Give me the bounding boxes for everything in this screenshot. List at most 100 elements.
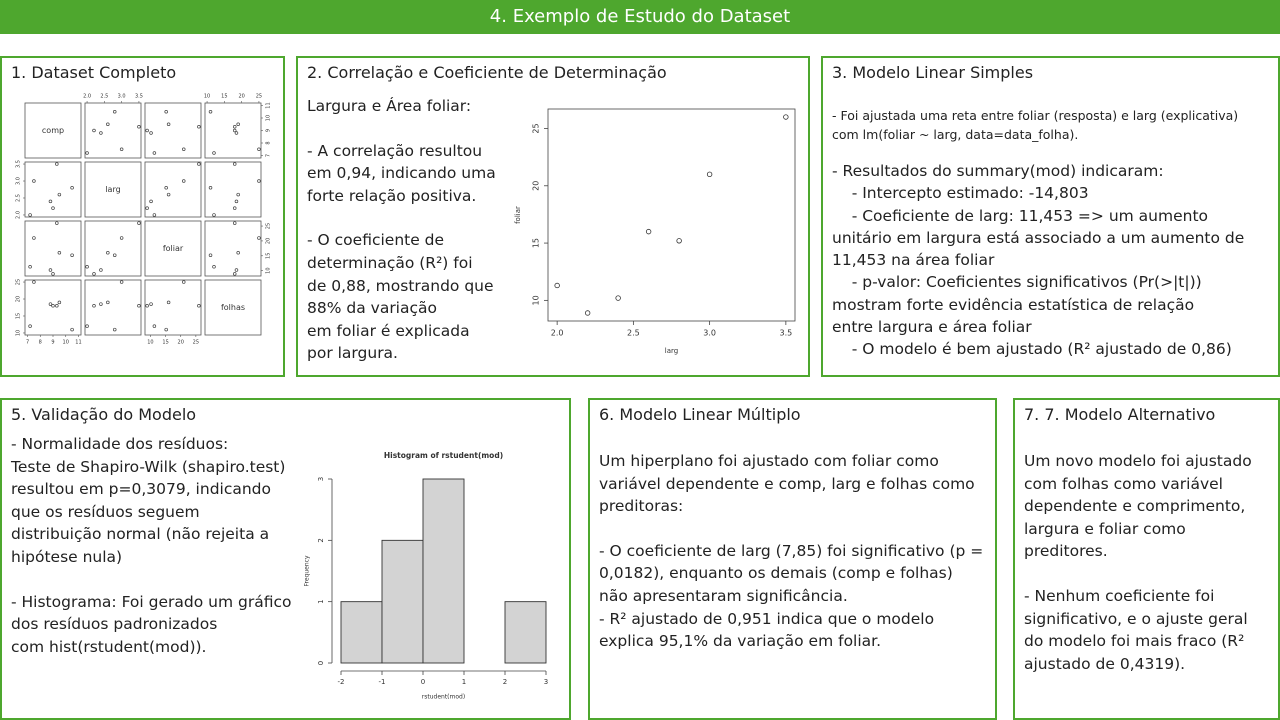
point [197,304,201,308]
tick-label: 7 [266,154,272,157]
point [181,179,186,183]
point [166,192,171,197]
tick-label: 3.0 [16,177,22,185]
point [28,324,32,328]
y-tick-label: 3 [317,477,325,481]
panel-title: 2. Correlação e Coeficiente de Determina… [307,63,667,82]
panel: 2. Correlação e Coeficiente de Determina… [296,56,810,377]
point [645,228,652,235]
panel-cell [84,279,142,336]
point [152,151,157,155]
y-tick-label: 15 [532,238,541,248]
panel: 6. Modelo Linear Múltiplo Um hiperplano … [588,398,997,720]
panel-cell [144,279,202,336]
point [28,213,32,217]
point [48,199,53,204]
paragraph: - Resultados do summary(mod) indicaram: … [832,162,1245,359]
point [257,236,261,240]
point [152,324,157,328]
tick-label: 20 [16,296,22,302]
point [32,236,36,240]
point [32,179,36,183]
tick-label: 25 [256,94,262,100]
x-tick-label: 3.0 [703,329,716,338]
chart-title: Histogram of rstudent(mod) [384,451,503,460]
tick-label: 15 [16,313,22,319]
plot-box [547,108,796,322]
variable-label: foliar [163,244,184,253]
point [92,272,96,276]
panel-cell [204,161,262,218]
point [212,265,216,269]
tick-label: 11 [75,340,81,346]
x-axis-label: rstudent(mod) [422,694,465,701]
tick-label: 7 [26,340,29,346]
point [106,300,110,305]
point [70,327,74,332]
tick-label: 11 [266,102,272,108]
point [232,162,237,166]
point [112,253,117,257]
paragraph: - Histograma: Foi gerado um gráfico dos … [11,592,292,656]
panel-title: 3. Modelo Linear Simples [832,63,1034,82]
x-tick-label: 1 [462,678,466,686]
tick-label: 3.5 [135,94,143,100]
paragraph: Um novo modelo foi ajustado com folhas c… [1024,452,1252,561]
histogram: Histogram of rstudent(mod) -2 -1 0 1 2 3 0 1 2 3 rs… [304,451,549,701]
point [584,310,591,316]
point [234,268,239,272]
tick-label: 2.0 [16,211,22,219]
point [257,179,261,183]
bar [340,601,383,664]
variable-label: comp [42,126,64,135]
point [234,199,239,204]
point [48,302,53,306]
point [85,324,89,328]
tick-label: 10 [63,340,69,346]
bar [504,601,547,664]
panel: 1. Dataset Completo comp larg foliar folhas… [0,56,285,377]
point [145,206,149,210]
tick-label: 15 [221,94,227,100]
scatter-plot: 2.0 2.5 3.0 3.5 10 15 20 25 larg foliar [514,108,796,355]
panel: 3. Modelo Linear Simples - Foi ajustada … [821,56,1280,377]
point [51,304,55,308]
point [57,192,62,197]
point [99,302,103,306]
point [232,272,237,276]
tick-label: 3.5 [16,160,22,168]
panel-cell [84,102,142,159]
panel-cell [204,220,262,277]
point [137,304,141,308]
point [149,302,153,306]
point [166,300,171,305]
point [32,280,36,284]
point [197,124,201,129]
point [208,186,213,190]
tick-label: 20 [266,238,272,244]
tick-label: 25 [16,279,22,285]
x-tick-label: 2 [503,678,507,686]
panel-cell [24,161,82,218]
point [164,327,168,332]
point [119,147,124,151]
tick-label: 20 [238,94,244,100]
x-tick-label: -2 [338,678,345,686]
point [181,147,186,151]
tick-label: 9 [51,340,54,346]
point [51,272,55,276]
point [164,110,168,114]
paragraph: - O coeficiente de determinação (R²) foi… [307,231,494,363]
panel-text: - Normalidade dos resíduos: Teste de Sha… [11,433,311,680]
point [676,238,682,244]
panel-cell [84,161,142,218]
panel-title: 5. Validação do Modelo [11,405,197,424]
tick-label: 15 [266,253,272,259]
point [208,110,213,114]
panel-text: Um hiperplano foi ajustado com foliar co… [599,450,994,675]
point [257,147,261,151]
panel-cell [144,102,202,159]
point [149,131,153,135]
point [236,192,240,197]
